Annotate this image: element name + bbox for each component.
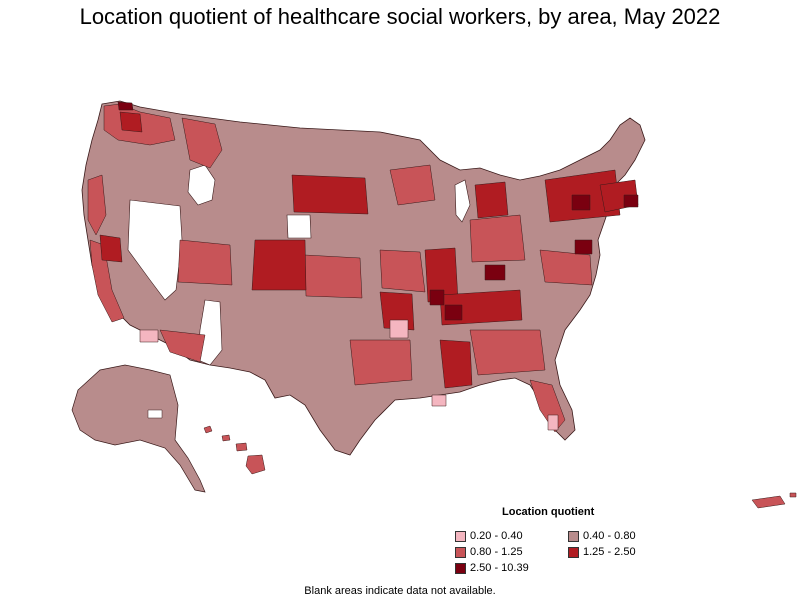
no-data-nebraska — [286, 214, 312, 239]
region-louisiana-coast — [431, 394, 447, 407]
hawaii — [203, 425, 266, 475]
hawaii-island-maui — [235, 442, 248, 452]
legend-swatch — [455, 530, 466, 542]
region-florida-central — [547, 414, 559, 431]
legend: Location quotient 0.20 - 0.40 0.40 - 0.8… — [455, 506, 695, 575]
region-arkansas-south — [389, 319, 409, 339]
region-tennessee-west — [444, 304, 463, 321]
region-alabama-georgia — [469, 329, 546, 376]
region-texas-east — [349, 339, 413, 386]
puerto-rico — [751, 495, 786, 509]
region-washington-north — [117, 101, 134, 111]
legend-title: Location quotient — [502, 506, 595, 518]
region-new-york-upstate — [571, 194, 591, 211]
legend-item-0-80-1-25: 0.80 - 1.25 — [455, 545, 568, 559]
region-mississippi — [439, 339, 473, 389]
region-washington-puget — [119, 111, 143, 133]
footnote: Blank areas indicate data not available. — [304, 585, 496, 597]
region-kansas — [304, 254, 363, 299]
map-title: Location quotient of healthcare social w… — [79, 4, 721, 29]
region-wisconsin — [389, 164, 436, 206]
hawaii-island-big — [245, 454, 266, 475]
legend-item-2-50-10-39: 2.50 - 10.39 — [455, 561, 568, 575]
legend-item-0-20-0-40: 0.20 - 0.40 — [455, 529, 568, 543]
legend-label: 2.50 - 10.39 — [470, 562, 529, 574]
legend-label: 0.40 - 0.80 — [583, 530, 636, 542]
hawaii-island-kauai — [203, 425, 213, 434]
region-colorado-front — [251, 239, 307, 291]
region-oregon-coast — [87, 174, 107, 236]
no-data-arizona — [197, 299, 223, 366]
legend-swatch — [568, 546, 579, 558]
region-virginia — [539, 249, 593, 286]
region-colorado-utah — [177, 239, 233, 286]
lq-2-50-10-39-regions — [117, 101, 639, 321]
region-arizona-south — [159, 329, 206, 363]
legend-swatch — [455, 546, 466, 558]
region-illinois-south — [429, 289, 445, 306]
region-kentucky — [484, 264, 506, 281]
no-data-lakes — [454, 179, 471, 223]
legend-swatch — [568, 530, 579, 542]
alaska-no-data-spot — [147, 409, 163, 419]
region-idaho-montana — [181, 117, 223, 169]
alaska — [71, 364, 206, 493]
region-maryland — [574, 239, 593, 255]
region-ohio-valley — [469, 214, 526, 263]
hawaii-island-oahu — [221, 434, 231, 442]
region-california-south — [139, 329, 159, 343]
lq-1-25-2-50-regions — [99, 111, 639, 389]
region-california-north — [99, 234, 123, 263]
legend-item-1-25-2-50: 1.25 - 2.50 — [568, 545, 681, 559]
legend-label: 0.80 - 1.25 — [470, 546, 523, 558]
legend-label: 0.20 - 0.40 — [470, 530, 523, 542]
legend-swatch — [455, 562, 466, 574]
lq-0-80-1-25-regions — [87, 103, 593, 433]
region-michigan — [474, 181, 509, 219]
legend-label: 1.25 - 2.50 — [583, 546, 636, 558]
region-missouri — [379, 249, 426, 293]
virgin-islands — [789, 492, 797, 498]
legend-item-0-40-0-80: 0.40 - 0.80 — [568, 529, 681, 543]
region-dakotas — [291, 174, 369, 215]
lq-0-20-0-40-regions — [139, 319, 559, 431]
region-boston — [623, 194, 639, 208]
no-data-nevada — [127, 199, 183, 301]
